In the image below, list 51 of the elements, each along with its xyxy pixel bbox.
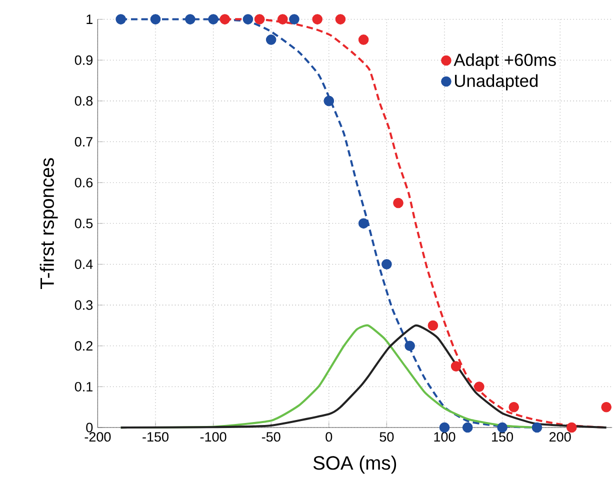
point — [150, 14, 161, 24]
point — [324, 96, 334, 106]
point — [358, 34, 369, 45]
point — [254, 14, 265, 24]
point — [532, 422, 542, 433]
y-tick-label: 0.4 — [74, 259, 93, 270]
point — [382, 259, 392, 270]
point — [335, 14, 346, 24]
point — [278, 14, 288, 24]
point — [358, 218, 369, 229]
point — [116, 14, 126, 24]
x-tick-label: 100 — [434, 432, 456, 442]
point — [289, 14, 300, 24]
point — [312, 14, 322, 24]
x-tick-label: 200 — [550, 432, 571, 442]
point — [474, 382, 484, 392]
y-tick-label: 0 — [86, 422, 93, 432]
x-tick-label: 50 — [380, 432, 394, 442]
point — [185, 14, 196, 24]
point — [497, 422, 508, 433]
point — [404, 340, 415, 352]
legend-label: Adapt +60ms — [454, 53, 556, 70]
y-tick-label: 0.9 — [74, 55, 93, 65]
point — [393, 198, 404, 208]
x-tick-label: 150 — [492, 432, 514, 442]
y-tick-label: 0.6 — [74, 178, 93, 188]
y-tick-label: 0.1 — [74, 382, 92, 392]
point — [266, 34, 276, 45]
y-axis-title: T-first rsponces — [40, 158, 58, 289]
x-tick-label: -50 — [262, 432, 280, 442]
point — [220, 14, 230, 24]
y-tick-label: 0.7 — [74, 136, 92, 147]
y-tick-label: 0.8 — [74, 96, 93, 106]
x-tick-label: -200 — [84, 432, 111, 442]
y-tick-label: 0.5 — [74, 218, 93, 228]
point — [508, 402, 520, 412]
x-axis-title: SOA (ms) — [313, 456, 396, 474]
y-tick-label: 1 — [86, 14, 92, 24]
x-tick-label: 0 — [326, 432, 332, 442]
point — [566, 422, 577, 433]
point — [450, 361, 462, 372]
legend-label: Unadapted — [455, 74, 538, 90]
y-tick-label: 0.2 — [74, 341, 92, 351]
point — [242, 14, 254, 24]
point — [439, 422, 450, 433]
point — [462, 422, 473, 433]
point — [428, 320, 438, 331]
point — [208, 14, 218, 24]
x-tick-label: -100 — [200, 432, 226, 442]
x-tick-label: -150 — [142, 432, 168, 442]
y-tick-label: 0.3 — [74, 300, 93, 310]
